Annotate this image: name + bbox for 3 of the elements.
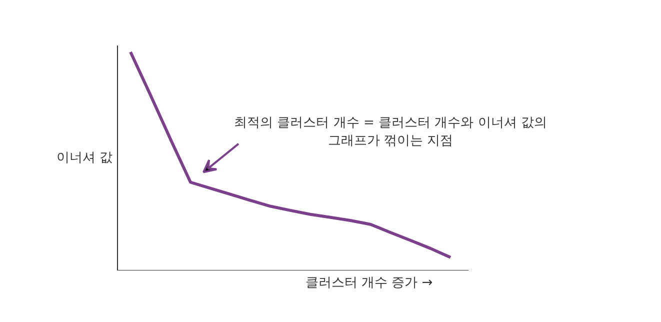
- x-axis-title: 클러스터 개수 증가 →: [305, 276, 433, 290]
- annotation: 최적의 클러스터 개수 = 클러스터 개수와 이너셔 값의 그래프가 꺾이는 지점: [234, 115, 547, 148]
- y-axis-title: 이너셔 값: [56, 150, 113, 166]
